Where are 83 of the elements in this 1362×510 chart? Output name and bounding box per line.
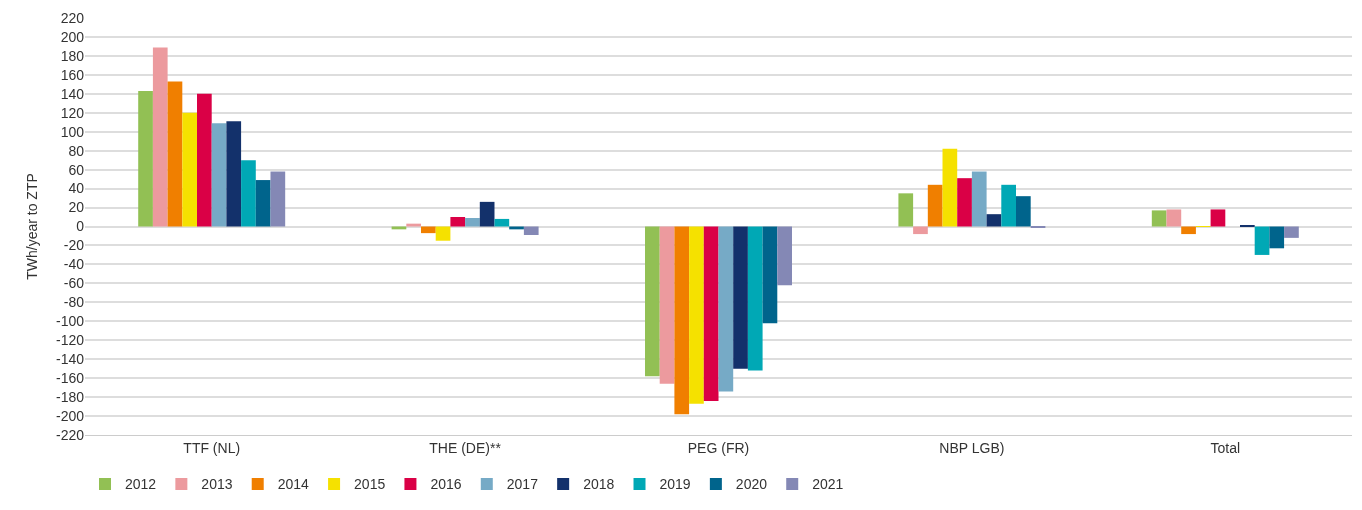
legend-label: 2013	[201, 476, 233, 493]
bar	[957, 178, 972, 227]
bar	[494, 218, 510, 227]
bar	[747, 226, 763, 371]
bar	[927, 184, 943, 227]
y-tick-label: 20	[68, 199, 85, 216]
bar	[971, 171, 987, 227]
y-tick-label: 140	[60, 85, 85, 102]
legend-label: 2018	[583, 476, 615, 493]
bar	[435, 226, 451, 241]
bar	[986, 214, 1002, 227]
bar	[689, 226, 704, 404]
y-tick-label: 0	[76, 218, 85, 235]
x-tick-label: THE (DE)**	[429, 439, 502, 456]
bar	[1254, 226, 1270, 255]
y-tick-label: -40	[63, 256, 85, 273]
y-tick-label: -220	[55, 426, 85, 443]
y-tick-label: 60	[68, 161, 85, 178]
bar	[1166, 209, 1182, 227]
x-tick-label: NBP LGB)	[939, 439, 1005, 456]
bar	[645, 226, 660, 377]
legend-label: 2012	[125, 476, 157, 493]
bar	[762, 226, 778, 324]
y-tick-label: 160	[60, 66, 85, 83]
bar	[1151, 210, 1167, 227]
y-tick-label: 80	[68, 142, 85, 159]
bar	[450, 217, 466, 227]
legend-label: 2021	[812, 476, 844, 493]
bar	[465, 217, 480, 227]
bar	[703, 226, 719, 401]
bar	[1284, 226, 1299, 238]
bar	[1001, 184, 1016, 227]
bar	[152, 47, 168, 227]
bar	[241, 160, 256, 227]
y-tick-label: -180	[55, 388, 85, 405]
bar	[211, 123, 227, 227]
y-tick-label: -140	[55, 351, 85, 368]
y-tick-label: -20	[63, 237, 85, 254]
bar	[733, 226, 748, 369]
legend-label: 2017	[506, 476, 539, 493]
y-tick-label: 200	[60, 28, 85, 45]
legend-label: 2015	[354, 476, 386, 493]
bar	[167, 81, 183, 227]
bar	[913, 226, 928, 235]
bar	[1015, 196, 1031, 227]
y-tick-label: -60	[63, 275, 85, 292]
y-tick-label: -120	[55, 332, 85, 349]
legend-label: 2014	[277, 476, 310, 493]
legend-label: 2016	[430, 476, 462, 493]
bar	[1181, 226, 1196, 235]
legend-label: 2019	[659, 476, 691, 493]
y-tick-label: 180	[60, 47, 85, 64]
bar	[255, 180, 271, 227]
y-tick-label: 120	[60, 104, 85, 121]
bar	[1210, 209, 1226, 227]
bar	[523, 226, 539, 236]
bar	[406, 223, 422, 227]
x-tick-label: Total	[1210, 439, 1241, 456]
bar	[479, 201, 495, 227]
bar	[898, 193, 914, 227]
bar	[270, 171, 286, 227]
y-tick-label: -80	[63, 294, 85, 311]
bar	[1269, 226, 1285, 249]
bar	[138, 90, 153, 227]
y-tick-label: 40	[68, 180, 85, 197]
bar	[182, 112, 197, 227]
bar	[718, 226, 734, 392]
bar	[674, 226, 690, 415]
bar	[197, 93, 212, 227]
bar	[777, 226, 792, 286]
y-axis-title: TWh/year to ZTP	[23, 173, 40, 280]
legend-label: 2020	[735, 476, 768, 493]
x-tick-label: TTF (NL)	[183, 439, 241, 456]
y-tick-label: 220	[60, 9, 85, 26]
y-tick-label: 100	[60, 123, 85, 140]
x-tick-label: PEG (FR)	[687, 439, 750, 456]
bar	[942, 148, 958, 227]
y-tick-label: -160	[55, 370, 85, 387]
y-tick-label: -200	[55, 407, 85, 424]
bar	[421, 226, 436, 234]
bar	[226, 121, 242, 227]
y-tick-label: -100	[55, 313, 85, 330]
bar	[659, 226, 675, 384]
